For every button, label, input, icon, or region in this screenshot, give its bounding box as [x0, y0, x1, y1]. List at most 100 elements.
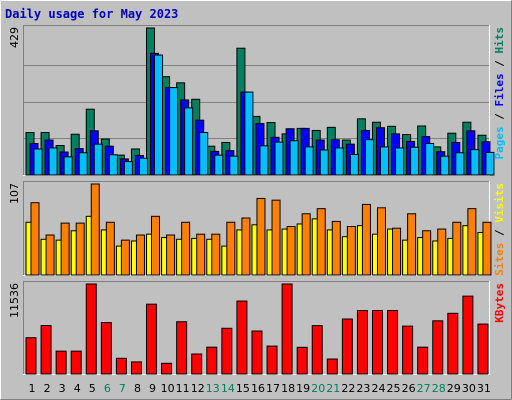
bar-kbytes-day-5: [85, 283, 97, 375]
bar-kbytes-day-13: [206, 346, 218, 375]
bar-kbytes-day-22: [341, 318, 353, 375]
day-label-27: 27: [417, 382, 431, 395]
legend-part-visits-1: /: [493, 223, 506, 243]
bar-kbytes-day-10: [161, 362, 173, 375]
bar-sites-day-1: [30, 202, 40, 276]
bar-pages-day-5: [93, 143, 103, 176]
bar-kbytes-day-9: [146, 303, 158, 375]
day-label-18: 18: [281, 382, 295, 395]
day-label-8: 8: [134, 382, 141, 395]
bar-sites-day-10: [166, 234, 176, 276]
bar-sites-day-17: [271, 199, 281, 276]
bar-kbytes-day-21: [326, 358, 338, 375]
bar-sites-day-9: [151, 215, 161, 276]
chart-title: Daily usage for May 2023: [5, 7, 178, 21]
bar-sites-day-3: [60, 222, 70, 276]
bar-kbytes-day-1: [25, 337, 37, 375]
bar-sites-day-26: [407, 213, 417, 276]
bar-pages-day-26: [410, 146, 420, 176]
ymax-label-kbytes: 11536: [8, 283, 21, 318]
day-label-24: 24: [371, 382, 385, 395]
day-label-9: 9: [149, 382, 156, 395]
bar-pages-day-29: [455, 152, 465, 176]
bar-sites-day-13: [211, 233, 221, 276]
day-label-2: 2: [44, 382, 51, 395]
bar-sites-day-5: [90, 183, 100, 276]
bar-pages-day-23: [364, 139, 374, 176]
bar-pages-day-9: [154, 54, 164, 176]
bar-pages-day-27: [425, 142, 435, 176]
bar-sites-day-15: [241, 217, 251, 276]
bar-sites-day-30: [467, 208, 477, 276]
bar-kbytes-day-27: [417, 346, 429, 375]
bar-sites-day-16: [256, 197, 266, 276]
bar-kbytes-day-7: [115, 357, 127, 375]
bar-kbytes-day-6: [100, 322, 112, 375]
day-label-17: 17: [266, 382, 280, 395]
day-label-26: 26: [402, 382, 416, 395]
day-label-14: 14: [221, 382, 235, 395]
bar-sites-day-28: [437, 228, 447, 276]
day-label-21: 21: [326, 382, 340, 395]
day-label-1: 1: [29, 382, 36, 395]
day-label-13: 13: [206, 382, 220, 395]
bar-kbytes-day-30: [462, 295, 474, 375]
bar-kbytes-day-17: [266, 345, 278, 375]
chart-panels: 429 Pages / Files / Hits 107 Sites / Visits…: [8, 25, 506, 375]
bar-kbytes-day-12: [191, 353, 203, 375]
bar-pages-day-18: [289, 140, 299, 176]
day-axis-labels: 1 2 3 4 5 6 7 8 9 10 11 12 13 14 15 16 17 18 19 20 21 22 23 24 2…: [29, 382, 491, 395]
bar-sites-day-19: [301, 213, 311, 276]
day-label-4: 4: [74, 382, 81, 395]
day-label-31: 31: [477, 382, 491, 395]
legend-visits: Sites / Visits: [493, 183, 506, 276]
bar-sites-day-20: [316, 208, 326, 276]
legend-part-hits-4: Hits: [493, 27, 506, 54]
legend-part-kbytes-0: KBytes: [493, 283, 506, 323]
bar-kbytes-day-28: [432, 320, 444, 375]
bar-sites-day-25: [392, 227, 402, 276]
bar-pages-day-7: [123, 161, 133, 176]
bar-pages-day-21: [334, 147, 344, 176]
bar-sites-day-24: [376, 207, 386, 276]
legend-kbytes: KBytes: [493, 283, 506, 323]
legend-part-hits-3: /: [493, 54, 506, 74]
bar-pages-day-25: [395, 147, 405, 176]
bar-kbytes-day-29: [447, 312, 459, 375]
bar-sites-day-31: [482, 221, 492, 276]
panel-visits: 107 Sites / Visits: [8, 181, 506, 276]
day-label-15: 15: [236, 382, 250, 395]
day-label-20: 20: [311, 382, 325, 395]
bar-sites-day-8: [135, 234, 145, 276]
bar-kbytes-day-4: [70, 350, 82, 375]
bar-pages-day-28: [440, 155, 450, 176]
bar-pages-day-1: [33, 148, 43, 176]
day-label-3: 3: [59, 382, 66, 395]
legend-part-visits-0: Sites: [493, 243, 506, 276]
day-label-10: 10: [161, 382, 175, 395]
bar-kbytes-day-18: [281, 283, 293, 375]
ymax-label-hits: 429: [8, 27, 21, 48]
day-label-19: 19: [296, 382, 310, 395]
bar-sites-day-6: [105, 221, 115, 276]
bar-sites-day-12: [196, 233, 206, 276]
panel-hits: 429 Pages / Files / Hits: [8, 25, 506, 176]
day-label-23: 23: [356, 382, 370, 395]
legend-part-hits-2: Files: [493, 73, 506, 106]
day-label-28: 28: [432, 382, 446, 395]
bar-sites-day-14: [226, 221, 236, 276]
bar-sites-day-7: [120, 239, 130, 276]
day-label-16: 16: [251, 382, 265, 395]
bar-kbytes-day-24: [371, 310, 383, 375]
bar-pages-day-30: [470, 149, 480, 176]
day-label-30: 30: [462, 382, 476, 395]
bar-pages-day-6: [108, 154, 118, 176]
bar-kbytes-day-14: [221, 327, 233, 375]
day-label-25: 25: [387, 382, 401, 395]
bar-kbytes-day-2: [40, 325, 52, 375]
bar-pages-day-3: [63, 156, 73, 176]
day-label-7: 7: [119, 382, 126, 395]
bar-kbytes-day-15: [236, 300, 248, 375]
bar-kbytes-day-31: [477, 323, 489, 375]
bar-pages-day-19: [304, 146, 314, 176]
